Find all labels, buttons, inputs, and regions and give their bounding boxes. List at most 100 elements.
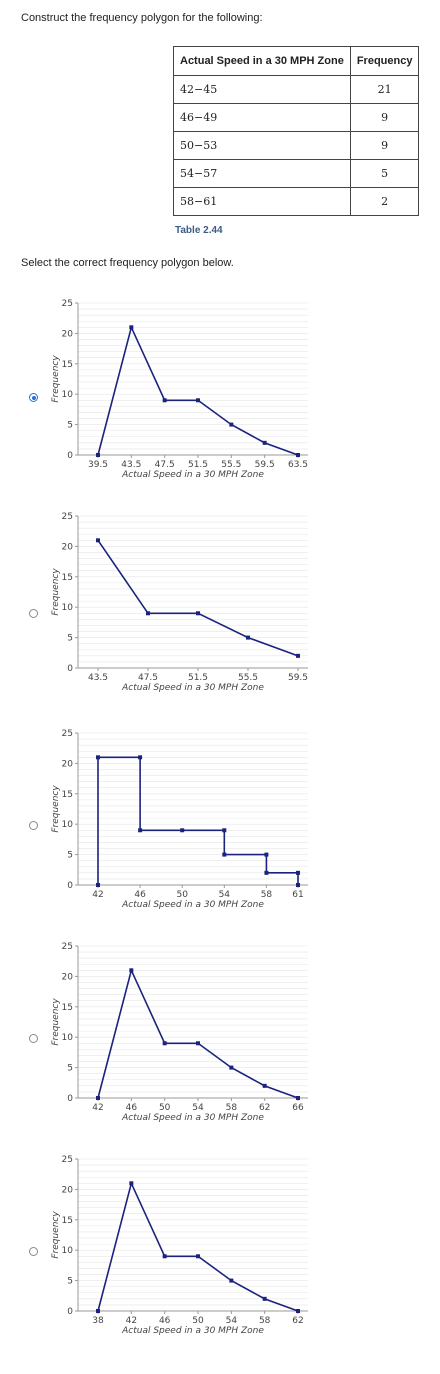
- series-line: [97, 756, 299, 885]
- x-tick-label: 63.5: [288, 460, 308, 470]
- data-point: [129, 325, 134, 330]
- x-tick-label: 50: [159, 1103, 171, 1113]
- data-point: [129, 968, 134, 973]
- x-tick-label: 54: [192, 1103, 204, 1113]
- data-point: [262, 1296, 267, 1301]
- y-tick-label: 20: [62, 759, 74, 769]
- table-row: 42−45 21: [173, 75, 420, 104]
- data-point: [196, 1041, 200, 1046]
- data-point: [229, 422, 234, 427]
- x-axis-label: Actual Speed in a 30 MPH Zone: [121, 1326, 264, 1336]
- data-point: [196, 611, 200, 616]
- y-tick-label: 0: [67, 1307, 73, 1317]
- data-point: [264, 870, 269, 875]
- option-d-radio[interactable]: [29, 1034, 38, 1043]
- y-tick-label: 10: [62, 390, 74, 400]
- option-c-radio[interactable]: [29, 821, 38, 830]
- data-point: [222, 828, 227, 833]
- x-tick-label: 59.5: [288, 673, 308, 683]
- frequency-table: Actual Speed in a 30 MPH Zone Frequency …: [173, 46, 420, 216]
- y-tick-label: 25: [62, 299, 73, 309]
- table-cell-frequency: 9: [349, 103, 420, 132]
- data-point: [96, 1096, 100, 1100]
- table-cell-frequency: 9: [349, 131, 420, 160]
- y-axis-label: Frequency: [51, 998, 61, 1046]
- y-tick-label: 0: [67, 664, 73, 674]
- y-tick-label: 10: [62, 1246, 74, 1256]
- x-tick-label: 51.5: [188, 460, 208, 470]
- y-tick-label: 0: [67, 451, 73, 461]
- x-tick-label: 58: [226, 1103, 238, 1113]
- data-point: [146, 611, 150, 616]
- x-tick-label: 43.5: [88, 673, 108, 683]
- table-cell-frequency: 21: [349, 75, 420, 104]
- data-point: [246, 635, 250, 640]
- data-point: [96, 453, 100, 457]
- x-tick-label: 58: [261, 890, 273, 900]
- option-b-radio[interactable]: [29, 609, 38, 618]
- x-tick-label: 66: [292, 1103, 304, 1113]
- data-point: [162, 398, 167, 403]
- data-point: [180, 828, 185, 833]
- answer-option-e[interactable]: 0 5 10 15 20 25 38 42 46 50 54 58 62 Actual Speed in …: [0, 1151, 440, 1351]
- y-tick-label: 15: [62, 790, 73, 800]
- table-cell-speed: 50−53: [173, 131, 351, 160]
- table-row: 50−53 9: [173, 131, 420, 160]
- answer-option-a[interactable]: 0 5 10 15 20 25 39.5 43.5 47.5 51.5 55.5 59.5 63.5 Ac…: [0, 295, 440, 495]
- option-d-chart: 0 5 10 15 20 25 42 46 50 54 58 62 66 Actual Speed in …: [51, 942, 308, 1123]
- y-tick-label: 25: [62, 1155, 73, 1165]
- x-tick-label: 42: [92, 1103, 103, 1113]
- data-point: [162, 1041, 167, 1046]
- x-axis-label: Actual Speed in a 30 MPH Zone: [121, 683, 264, 693]
- option-a-chart: 0 5 10 15 20 25 39.5 43.5 47.5 51.5 55.5 59.5 63.5 Ac…: [51, 299, 308, 480]
- y-tick-label: 15: [62, 1003, 73, 1013]
- series-line: [97, 539, 299, 657]
- option-a-radio[interactable]: [29, 393, 38, 402]
- answer-option-d[interactable]: 0 5 10 15 20 25 42 46 50 54 58 62 66 Actual Speed in …: [0, 938, 440, 1138]
- data-point: [129, 1181, 134, 1186]
- y-tick-label: 15: [62, 1216, 73, 1226]
- data-point: [196, 1254, 200, 1259]
- table-cell-speed: 42−45: [173, 75, 351, 104]
- question-text: Construct the frequency polygon for the …: [21, 12, 263, 24]
- y-tick-label: 5: [67, 1277, 73, 1287]
- data-point: [138, 755, 143, 760]
- data-point: [296, 653, 300, 658]
- table-cell-frequency: 2: [349, 187, 420, 216]
- y-tick-label: 5: [67, 634, 73, 644]
- y-tick-label: 5: [67, 851, 73, 861]
- data-point: [138, 828, 143, 833]
- data-point: [264, 852, 269, 857]
- y-tick-label: 25: [62, 729, 73, 739]
- x-tick-label: 51.5: [188, 673, 208, 683]
- answer-option-b[interactable]: 0 5 10 15 20 25 43.5 47.5 51.5 55.5 59.5 Actual Spe…: [0, 508, 440, 708]
- y-tick-label: 10: [62, 1033, 74, 1043]
- x-axis-label: Actual Speed in a 30 MPH Zone: [121, 900, 264, 910]
- x-tick-label: 54: [219, 890, 231, 900]
- y-tick-label: 25: [62, 512, 73, 522]
- option-e-radio[interactable]: [29, 1247, 38, 1256]
- y-tick-label: 5: [67, 1064, 73, 1074]
- data-point: [96, 538, 100, 543]
- x-tick-label: 42: [126, 1316, 137, 1326]
- table-header-row: Actual Speed in a 30 MPH Zone Frequency: [173, 46, 420, 76]
- x-tick-label: 38: [92, 1316, 104, 1326]
- data-point: [229, 1065, 234, 1070]
- series-line: [97, 1180, 299, 1312]
- y-axis-label: Frequency: [51, 568, 61, 616]
- y-axis-label: Frequency: [51, 785, 61, 833]
- select-prompt: Select the correct frequency polygon bel…: [21, 257, 234, 269]
- data-point: [296, 1309, 300, 1313]
- x-tick-label: 62: [259, 1103, 270, 1113]
- y-tick-label: 15: [62, 573, 73, 583]
- table-header-speed: Actual Speed in a 30 MPH Zone: [173, 46, 351, 76]
- y-tick-label: 10: [62, 820, 74, 830]
- series-line: [97, 967, 299, 1099]
- option-e-chart: 0 5 10 15 20 25 38 42 46 50 54 58 62 Actual Speed in …: [51, 1155, 308, 1336]
- data-point: [162, 1254, 167, 1259]
- answer-option-c[interactable]: 0 5 10 15 20 25 42 46 50 54 58 61 Actual Speed in a …: [0, 725, 440, 925]
- data-point: [262, 440, 267, 445]
- y-axis-label: Frequency: [51, 1211, 61, 1259]
- data-point: [296, 1096, 300, 1100]
- x-tick-label: 59.5: [255, 460, 275, 470]
